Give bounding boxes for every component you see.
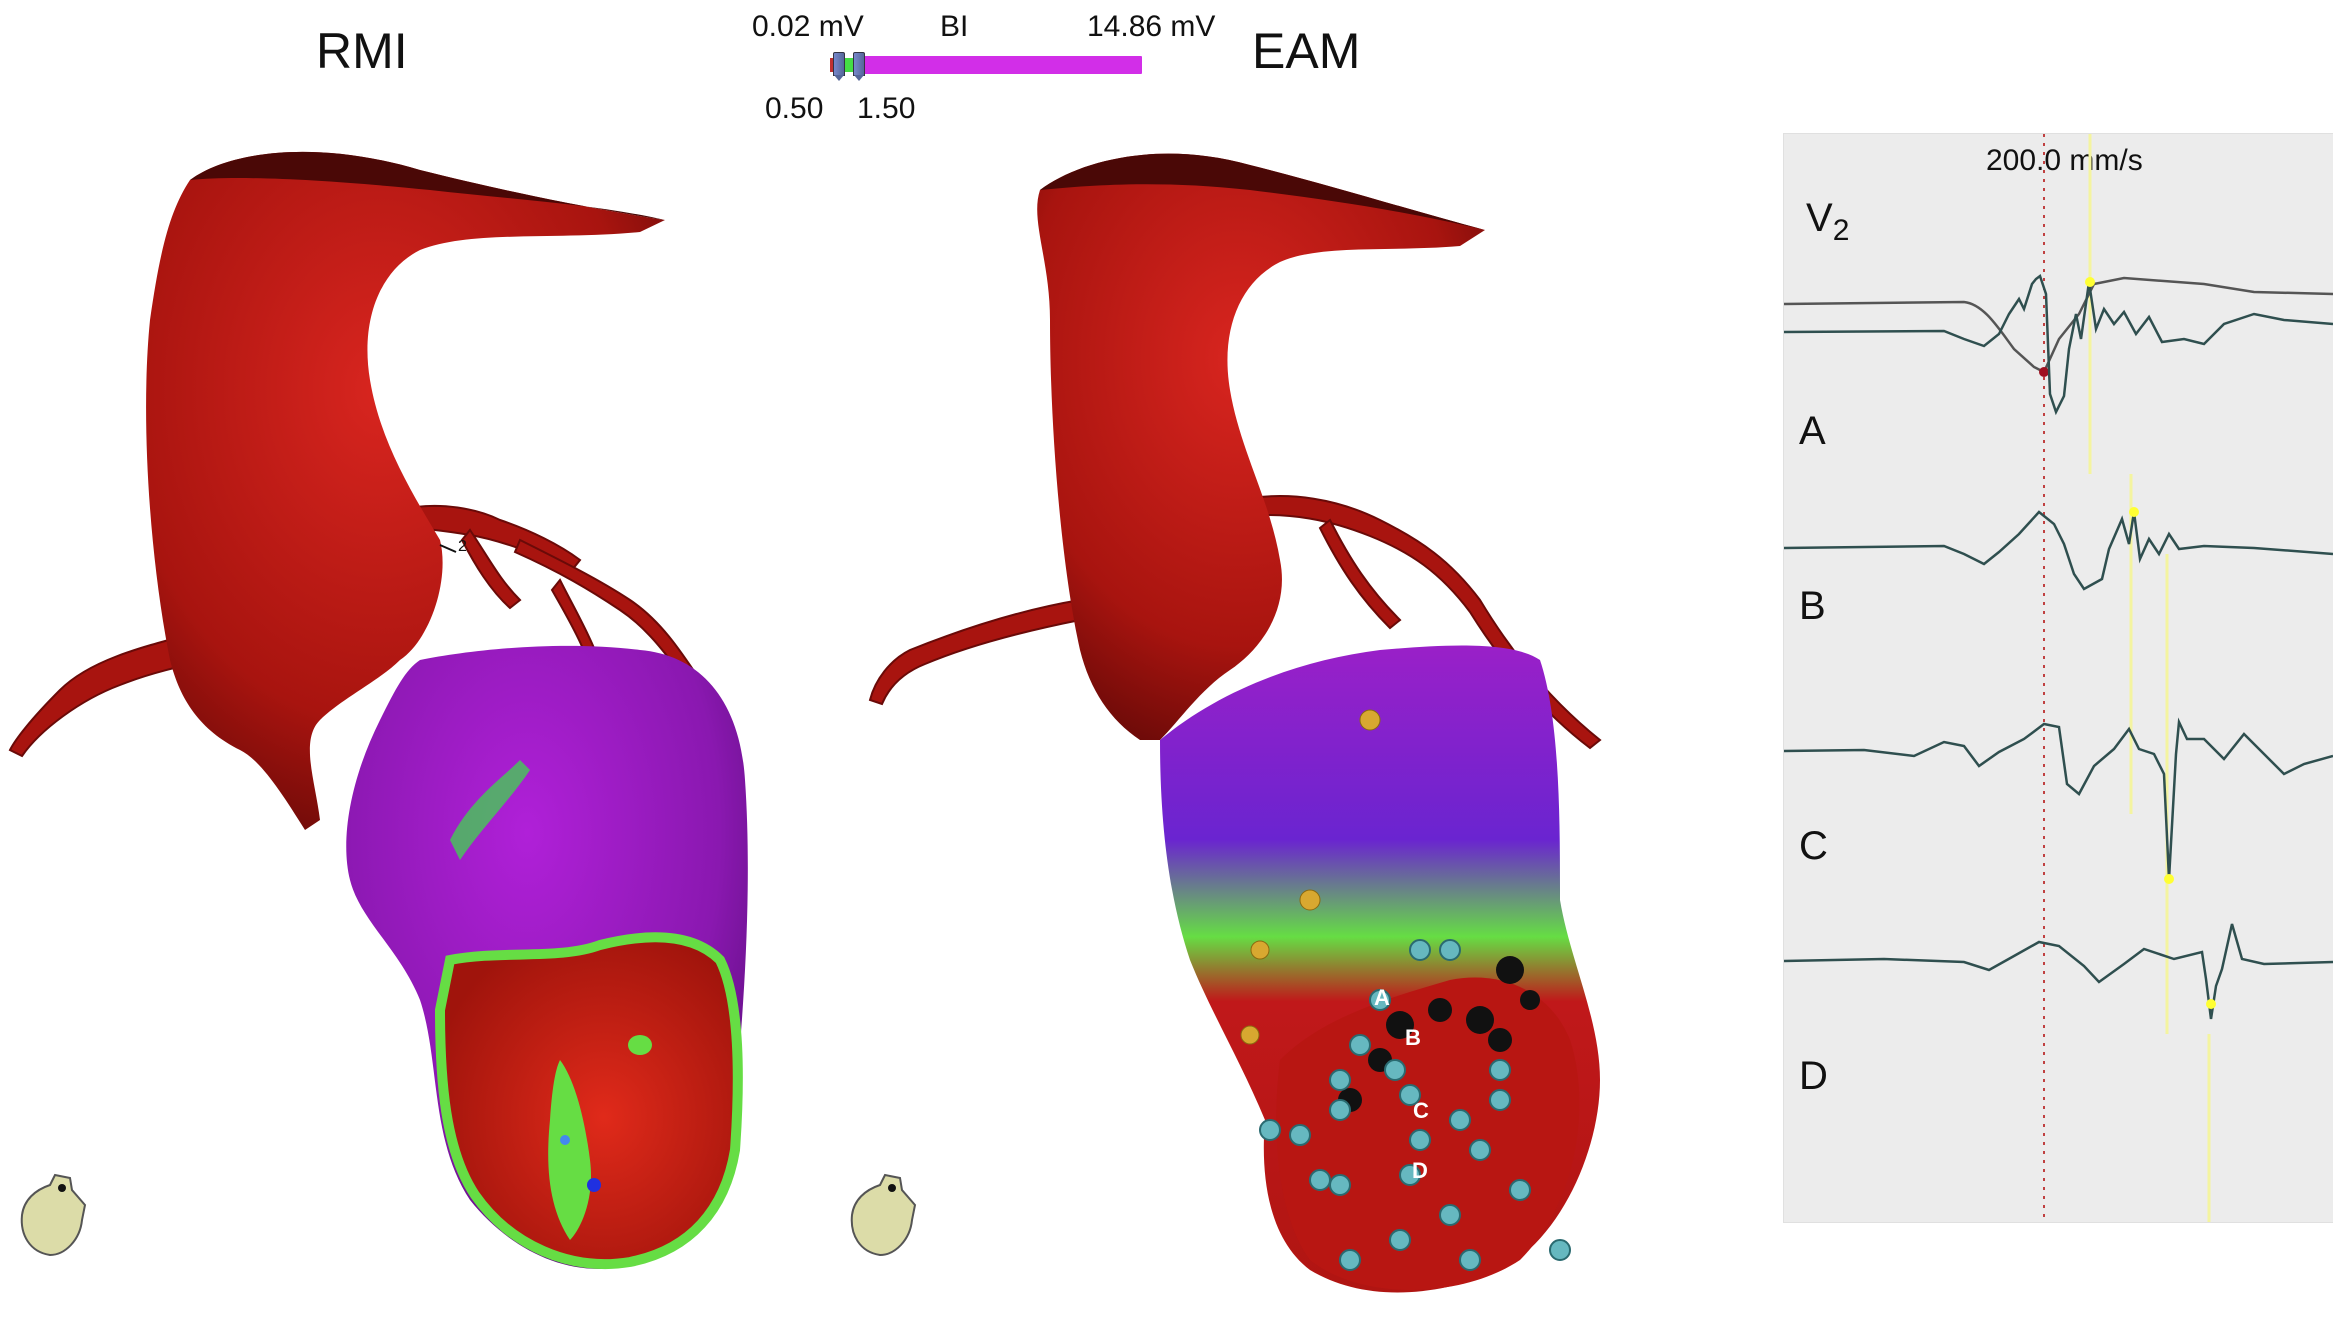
trace-c-label: C xyxy=(1799,824,1828,868)
low-threshold-label: 0.50 xyxy=(765,92,824,125)
trace-a-label: A xyxy=(1799,409,1826,453)
trace-b-label: B xyxy=(1799,584,1826,628)
eam-3d-model xyxy=(868,153,1602,1293)
mapping-points xyxy=(1259,939,1571,1271)
eam-point-a: A xyxy=(1374,985,1390,1010)
trace-b xyxy=(1784,510,2333,591)
eam-aorta xyxy=(1037,153,1485,740)
lead-v2-main: V xyxy=(1806,196,1833,240)
scale-healthy-segment xyxy=(862,56,1142,74)
aorta xyxy=(146,151,665,831)
low-threshold-handle[interactable] xyxy=(833,52,845,81)
lead-v2-sub: 2 xyxy=(1832,214,1850,247)
lead-v2-label: V2 xyxy=(1806,196,1849,248)
eam-title: EAM xyxy=(1252,23,1361,79)
sweep-speed-label: 200.0 mm/s xyxy=(1986,144,2143,177)
trace-d-label: D xyxy=(1799,1054,1828,1098)
rmi-3d-model xyxy=(8,151,748,1270)
rmi-annotation: 2 xyxy=(458,538,467,555)
electrogram-panel: 200.0 mm/s V2 A B C D xyxy=(1783,133,2333,1223)
scar-region xyxy=(434,932,743,1270)
ablation-lesions xyxy=(1338,956,1540,1112)
eam-point-b: B xyxy=(1405,1025,1421,1050)
landmark-points xyxy=(1240,709,1381,1045)
high-threshold-label: 1.50 xyxy=(857,92,916,125)
scale-name-label: BI xyxy=(940,10,969,43)
trace-c xyxy=(1784,717,2333,880)
high-threshold-handle[interactable] xyxy=(853,52,865,81)
heart-orientation-icon-eam xyxy=(850,1173,917,1257)
heart-orientation-icon-rmi xyxy=(20,1173,87,1257)
eam-point-d: D xyxy=(1412,1158,1428,1183)
rmi-title: RMI xyxy=(316,23,408,79)
v2-trace xyxy=(1784,276,2333,374)
scale-max-label: 14.86 mV xyxy=(1087,10,1216,43)
trace-a xyxy=(1784,273,2333,416)
scale-min-label: 0.02 mV xyxy=(752,10,864,43)
electrogram-traces xyxy=(1784,134,2333,1222)
trace-d xyxy=(1784,923,2333,1020)
voltage-color-scale xyxy=(830,52,1142,81)
eam-point-c: C xyxy=(1413,1098,1429,1123)
